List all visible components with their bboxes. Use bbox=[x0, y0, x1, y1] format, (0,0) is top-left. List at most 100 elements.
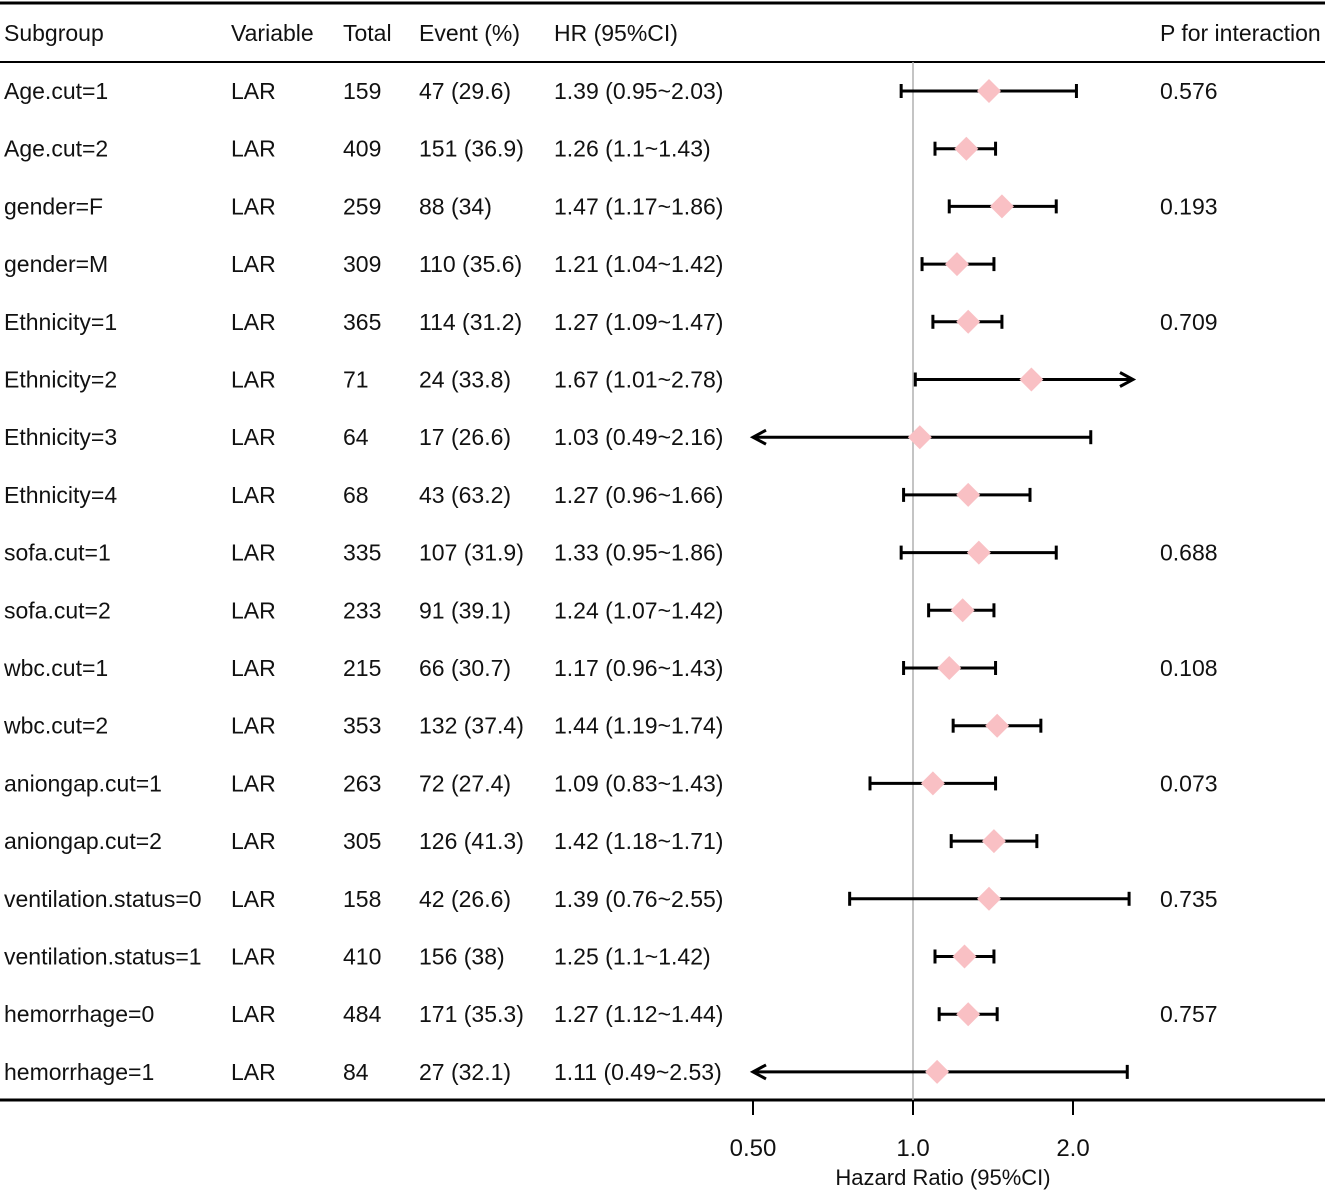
cell-variable: LAR bbox=[231, 309, 276, 335]
cell-total: 84 bbox=[343, 1059, 369, 1085]
cell-hr: 1.03 (0.49~2.16) bbox=[554, 424, 723, 450]
cell-event: 132 (37.4) bbox=[419, 713, 524, 739]
cell-total: 410 bbox=[343, 944, 381, 970]
hr-point bbox=[920, 771, 945, 796]
table-row: aniongap.cut=2 LAR 305 126 (41.3) 1.42 (1.18… bbox=[4, 828, 1039, 854]
cell-event: 114 (31.2) bbox=[419, 309, 522, 335]
cell-subgroup: hemorrhage=1 bbox=[4, 1059, 154, 1085]
cell-subgroup: gender=F bbox=[4, 193, 103, 219]
cell-total: 64 bbox=[343, 424, 369, 450]
cell-variable: LAR bbox=[231, 828, 276, 854]
data-rows: Age.cut=1 LAR 159 47 (29.6) 1.39 (0.95~2.03)… bbox=[3, 78, 1218, 1085]
cell-event: 42 (26.6) bbox=[419, 886, 511, 912]
cell-total: 353 bbox=[343, 713, 381, 739]
cell-event: 17 (26.6) bbox=[419, 424, 511, 450]
table-row: gender=F LAR 259 88 (34) 1.47 (1.17~1.86) 0.1… bbox=[4, 193, 1218, 219]
cell-event: 126 (41.3) bbox=[419, 828, 524, 854]
cell-variable: LAR bbox=[231, 482, 276, 508]
hr-point bbox=[937, 656, 962, 680]
cell-hr: 1.47 (1.17~1.86) bbox=[554, 193, 723, 219]
cell-hr: 1.44 (1.19~1.74) bbox=[554, 713, 723, 739]
ci-arrow-left bbox=[749, 1063, 767, 1081]
cell-total: 71 bbox=[343, 367, 369, 393]
table-row: Ethnicity=4 LAR 68 43 (63.2) 1.27 (0.96~1.66… bbox=[4, 482, 1032, 508]
header-hr: HR (95%CI) bbox=[554, 20, 678, 46]
hr-point bbox=[956, 309, 981, 334]
cell-p-interaction: 0.757 bbox=[1160, 1001, 1218, 1027]
cell-total: 309 bbox=[343, 251, 381, 277]
header-p-interaction: P for interaction bbox=[1160, 20, 1321, 46]
cell-variable: LAR bbox=[231, 1059, 276, 1085]
cell-total: 68 bbox=[343, 482, 369, 508]
table-row: Age.cut=2 LAR 409 151 (36.9) 1.26 (1.1~1.43) bbox=[4, 136, 998, 162]
cell-event: 171 (35.3) bbox=[419, 1001, 524, 1027]
cell-p-interaction: 0.193 bbox=[1160, 193, 1218, 219]
cell-total: 335 bbox=[343, 540, 381, 566]
header-variable: Variable bbox=[231, 20, 314, 46]
header-total: Total bbox=[343, 20, 392, 46]
header-subgroup: Subgroup bbox=[4, 20, 104, 46]
cell-subgroup: hemorrhage=0 bbox=[4, 1001, 154, 1027]
x-axis: 0.50 1.0 2.0 bbox=[730, 1100, 1090, 1162]
cell-variable: LAR bbox=[231, 78, 276, 104]
cell-variable: LAR bbox=[231, 713, 276, 739]
cell-hr: 1.39 (0.95~2.03) bbox=[554, 78, 723, 104]
cell-p-interaction: 0.073 bbox=[1160, 770, 1218, 796]
cell-variable: LAR bbox=[231, 770, 276, 796]
cell-p-interaction: 0.709 bbox=[1160, 309, 1218, 335]
hr-point bbox=[956, 1002, 981, 1027]
cell-variable: LAR bbox=[231, 136, 276, 162]
cell-subgroup: Age.cut=2 bbox=[4, 136, 108, 162]
cell-subgroup: sofa.cut=1 bbox=[4, 540, 111, 566]
cell-variable: LAR bbox=[231, 655, 276, 681]
cell-variable: LAR bbox=[231, 251, 276, 277]
hr-point bbox=[945, 252, 970, 277]
cell-subgroup: wbc.cut=2 bbox=[3, 713, 108, 739]
cell-subgroup: gender=M bbox=[4, 251, 108, 277]
cell-variable: LAR bbox=[231, 597, 276, 623]
cell-hr: 1.27 (1.09~1.47) bbox=[554, 309, 723, 335]
cell-hr: 1.17 (0.96~1.43) bbox=[554, 655, 723, 681]
axis-tick-label: 2.0 bbox=[1056, 1135, 1089, 1162]
cell-p-interaction: 0.108 bbox=[1160, 655, 1218, 681]
cell-total: 305 bbox=[343, 828, 381, 854]
cell-hr: 1.21 (1.04~1.42) bbox=[554, 251, 723, 277]
header-row: Subgroup Variable Total Event (%) HR (95… bbox=[4, 20, 1321, 46]
cell-event: 72 (27.4) bbox=[419, 770, 511, 796]
cell-p-interaction: 0.576 bbox=[1160, 78, 1218, 104]
cell-hr: 1.27 (1.12~1.44) bbox=[554, 1001, 723, 1027]
cell-variable: LAR bbox=[231, 1001, 276, 1027]
table-row: wbc.cut=1 LAR 215 66 (30.7) 1.17 (0.96~1.43)… bbox=[3, 655, 1218, 681]
table-row: ventilation.status=0 LAR 158 42 (26.6) 1.39 … bbox=[4, 886, 1218, 912]
cell-variable: LAR bbox=[231, 944, 276, 970]
table-row: sofa.cut=1 LAR 335 107 (31.9) 1.33 (0.95~1.8… bbox=[4, 540, 1218, 566]
cell-subgroup: aniongap.cut=1 bbox=[4, 770, 162, 796]
hr-point bbox=[925, 1059, 950, 1084]
axis-tick-label: 0.50 bbox=[730, 1135, 777, 1162]
cell-event: 27 (32.1) bbox=[419, 1059, 511, 1085]
table-row: Ethnicity=1 LAR 365 114 (31.2) 1.27 (1.09~1.… bbox=[4, 309, 1218, 335]
table-row: Ethnicity=2 LAR 71 24 (33.8) 1.67 (1.01~2.78… bbox=[4, 367, 1137, 393]
cell-variable: LAR bbox=[231, 193, 276, 219]
hr-point bbox=[950, 598, 975, 623]
cell-subgroup: Ethnicity=3 bbox=[4, 424, 117, 450]
table-row: aniongap.cut=1 LAR 263 72 (27.4) 1.09 (0.83~… bbox=[4, 770, 1218, 796]
ci-arrow-left bbox=[749, 428, 767, 446]
cell-event: 151 (36.9) bbox=[419, 136, 524, 162]
cell-subgroup: ventilation.status=1 bbox=[4, 944, 202, 970]
cell-hr: 1.26 (1.1~1.43) bbox=[554, 136, 711, 162]
cell-event: 43 (63.2) bbox=[419, 482, 511, 508]
cell-subgroup: Age.cut=1 bbox=[4, 78, 108, 104]
cell-variable: LAR bbox=[231, 367, 276, 393]
hr-point bbox=[966, 540, 991, 565]
cell-hr: 1.11 (0.49~2.53) bbox=[554, 1059, 722, 1085]
table-row: wbc.cut=2 LAR 353 132 (37.4) 1.44 (1.19~1.74… bbox=[3, 713, 1043, 739]
cell-event: 91 (39.1) bbox=[419, 597, 511, 623]
cell-variable: LAR bbox=[231, 424, 276, 450]
table-row: gender=M LAR 309 110 (35.6) 1.21 (1.04~1.42) bbox=[4, 251, 996, 277]
cell-hr: 1.09 (0.83~1.43) bbox=[554, 770, 723, 796]
cell-subgroup: Ethnicity=2 bbox=[4, 367, 117, 393]
hr-point bbox=[954, 136, 979, 161]
cell-variable: LAR bbox=[231, 540, 276, 566]
